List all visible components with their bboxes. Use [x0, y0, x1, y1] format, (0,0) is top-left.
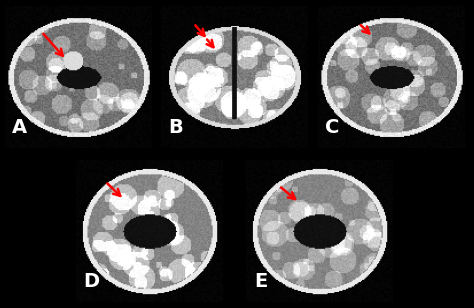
Text: A: A: [12, 118, 27, 136]
Text: C: C: [325, 118, 339, 136]
Text: B: B: [169, 118, 183, 136]
Text: E: E: [254, 272, 267, 290]
Text: D: D: [83, 272, 100, 290]
